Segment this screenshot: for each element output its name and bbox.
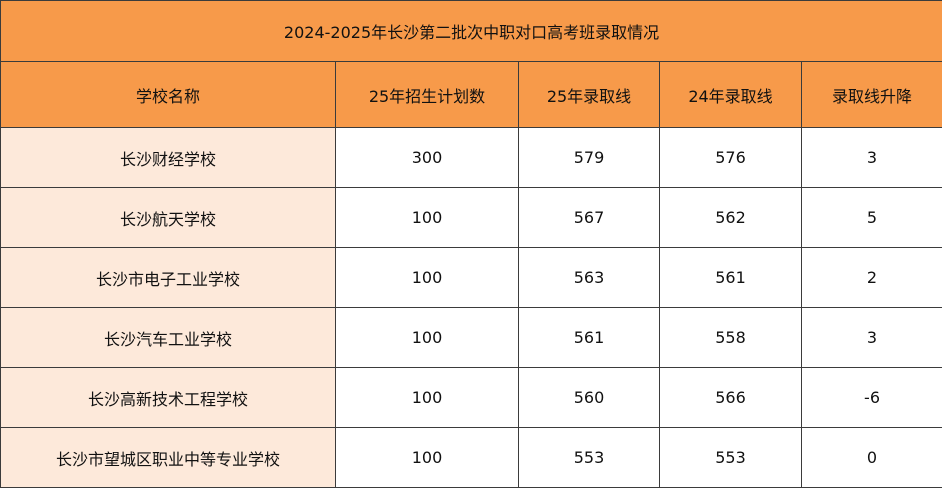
column-header-school: 学校名称 xyxy=(1,62,336,128)
table-row: 长沙市望城区职业中等专业学校 100 553 553 0 xyxy=(1,428,942,488)
table-row: 长沙市电子工业学校 100 563 561 2 xyxy=(1,248,942,308)
school-name-cell: 长沙财经学校 xyxy=(1,128,336,188)
score-2024-cell: 562 xyxy=(660,188,802,248)
score-change-cell: 3 xyxy=(802,128,942,188)
school-name-cell: 长沙高新技术工程学校 xyxy=(1,368,336,428)
score-2025-cell: 563 xyxy=(519,248,660,308)
table-title-row: 2024-2025年长沙第二批次中职对口高考班录取情况 xyxy=(1,1,942,62)
score-2024-cell: 566 xyxy=(660,368,802,428)
table-row: 长沙财经学校 300 579 576 3 xyxy=(1,128,942,188)
plan-count-cell: 100 xyxy=(336,368,519,428)
column-header-2025-score: 25年录取线 xyxy=(519,62,660,128)
score-2025-cell: 560 xyxy=(519,368,660,428)
plan-count-cell: 100 xyxy=(336,428,519,488)
table-row: 长沙汽车工业学校 100 561 558 3 xyxy=(1,308,942,368)
column-header-2024-score: 24年录取线 xyxy=(660,62,802,128)
score-change-cell: 2 xyxy=(802,248,942,308)
score-change-cell: 5 xyxy=(802,188,942,248)
score-2025-cell: 567 xyxy=(519,188,660,248)
score-2025-cell: 579 xyxy=(519,128,660,188)
plan-count-cell: 100 xyxy=(336,188,519,248)
table-row: 长沙航天学校 100 567 562 5 xyxy=(1,188,942,248)
score-2024-cell: 576 xyxy=(660,128,802,188)
score-2024-cell: 553 xyxy=(660,428,802,488)
plan-count-cell: 300 xyxy=(336,128,519,188)
column-header-score-change: 录取线升降 xyxy=(802,62,942,128)
table-row: 长沙高新技术工程学校 100 560 566 -6 xyxy=(1,368,942,428)
score-change-cell: 3 xyxy=(802,308,942,368)
plan-count-cell: 100 xyxy=(336,308,519,368)
column-header-plan-count: 25年招生计划数 xyxy=(336,62,519,128)
score-change-cell: 0 xyxy=(802,428,942,488)
plan-count-cell: 100 xyxy=(336,248,519,308)
score-2025-cell: 553 xyxy=(519,428,660,488)
school-name-cell: 长沙市望城区职业中等专业学校 xyxy=(1,428,336,488)
score-2024-cell: 561 xyxy=(660,248,802,308)
score-change-cell: -6 xyxy=(802,368,942,428)
score-2024-cell: 558 xyxy=(660,308,802,368)
school-name-cell: 长沙汽车工业学校 xyxy=(1,308,336,368)
school-name-cell: 长沙市电子工业学校 xyxy=(1,248,336,308)
table-header-row: 学校名称 25年招生计划数 25年录取线 24年录取线 录取线升降 xyxy=(1,62,942,128)
school-name-cell: 长沙航天学校 xyxy=(1,188,336,248)
table-title: 2024-2025年长沙第二批次中职对口高考班录取情况 xyxy=(1,1,942,62)
score-2025-cell: 561 xyxy=(519,308,660,368)
